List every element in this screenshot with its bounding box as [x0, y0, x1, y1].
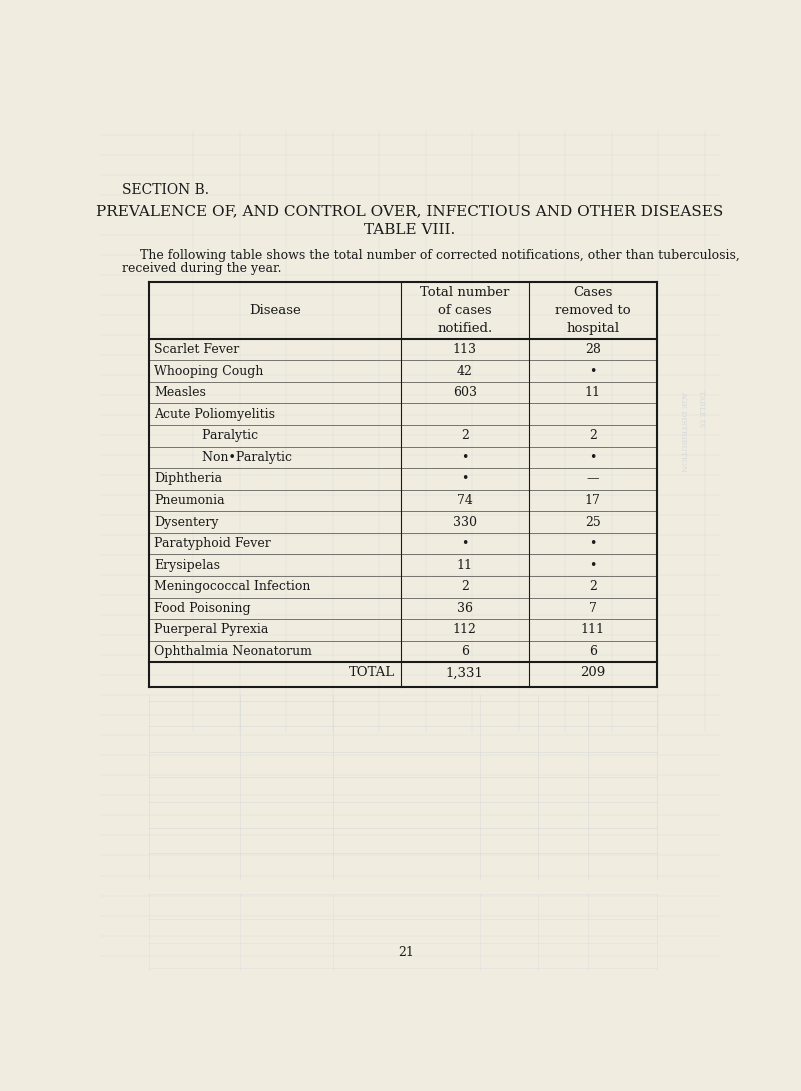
- Text: 603: 603: [453, 386, 477, 399]
- Text: 1,331: 1,331: [446, 667, 484, 680]
- Text: •: •: [589, 364, 596, 377]
- Text: Measles: Measles: [155, 386, 206, 399]
- Text: 330: 330: [453, 516, 477, 528]
- Text: Acute Poliomyelitis: Acute Poliomyelitis: [155, 408, 276, 421]
- Text: TABLE VIII.: TABLE VIII.: [364, 224, 456, 238]
- Text: 25: 25: [585, 516, 601, 528]
- Text: 28: 28: [585, 343, 601, 356]
- Text: 36: 36: [457, 602, 473, 615]
- Text: •: •: [589, 559, 596, 572]
- Text: 6: 6: [589, 645, 597, 658]
- Text: •: •: [589, 451, 596, 464]
- Text: TOTAL: TOTAL: [348, 667, 395, 680]
- Text: •: •: [461, 451, 469, 464]
- Text: The following table shows the total number of corrected notifications, other tha: The following table shows the total numb…: [140, 250, 740, 263]
- Text: Puerperal Pyrexia: Puerperal Pyrexia: [155, 623, 269, 636]
- Text: 111: 111: [581, 623, 605, 636]
- Text: Cases
removed to
hospital: Cases removed to hospital: [555, 286, 630, 335]
- Text: 11: 11: [457, 559, 473, 572]
- Text: —: —: [586, 472, 599, 485]
- Text: 11: 11: [585, 386, 601, 399]
- Text: •: •: [589, 537, 596, 550]
- Text: •: •: [461, 537, 469, 550]
- Text: 7: 7: [589, 602, 597, 615]
- Text: 6: 6: [461, 645, 469, 658]
- Text: Pneumonia: Pneumonia: [155, 494, 225, 507]
- Text: Dysentery: Dysentery: [155, 516, 219, 528]
- Text: 74: 74: [457, 494, 473, 507]
- Text: received during the year.: received during the year.: [122, 262, 281, 275]
- Text: Food Poisoning: Food Poisoning: [155, 602, 251, 615]
- Text: 17: 17: [585, 494, 601, 507]
- Text: Paralytic: Paralytic: [155, 430, 259, 442]
- Text: 2: 2: [461, 430, 469, 442]
- Text: 113: 113: [453, 343, 477, 356]
- Text: Ophthalmia Neonatorum: Ophthalmia Neonatorum: [155, 645, 312, 658]
- Text: TABLE IX: TABLE IX: [697, 389, 705, 427]
- Text: Whooping Cough: Whooping Cough: [155, 364, 264, 377]
- Text: 42: 42: [457, 364, 473, 377]
- Text: SECTION B.: SECTION B.: [122, 183, 209, 197]
- Text: 2: 2: [461, 580, 469, 594]
- Text: PREVALENCE OF, AND CONTROL OVER, INFECTIOUS AND OTHER DISEASES: PREVALENCE OF, AND CONTROL OVER, INFECTI…: [96, 204, 724, 218]
- Text: Total number
of cases
notified.: Total number of cases notified.: [420, 286, 509, 335]
- Text: Meningococcal Infection: Meningococcal Infection: [155, 580, 311, 594]
- Text: Erysipelas: Erysipelas: [155, 559, 220, 572]
- Text: 21: 21: [398, 946, 414, 959]
- Text: Paratyphoid Fever: Paratyphoid Fever: [155, 537, 271, 550]
- Text: 2: 2: [589, 430, 597, 442]
- Text: 112: 112: [453, 623, 477, 636]
- Text: Scarlet Fever: Scarlet Fever: [155, 343, 239, 356]
- Text: Diphtheria: Diphtheria: [155, 472, 223, 485]
- Text: Non•Paralytic: Non•Paralytic: [155, 451, 292, 464]
- Text: Disease: Disease: [249, 303, 300, 316]
- Text: 209: 209: [580, 667, 606, 680]
- Text: 2: 2: [589, 580, 597, 594]
- Text: AGE DISTRIBUTION: AGE DISTRIBUTION: [679, 391, 687, 471]
- Text: •: •: [461, 472, 469, 485]
